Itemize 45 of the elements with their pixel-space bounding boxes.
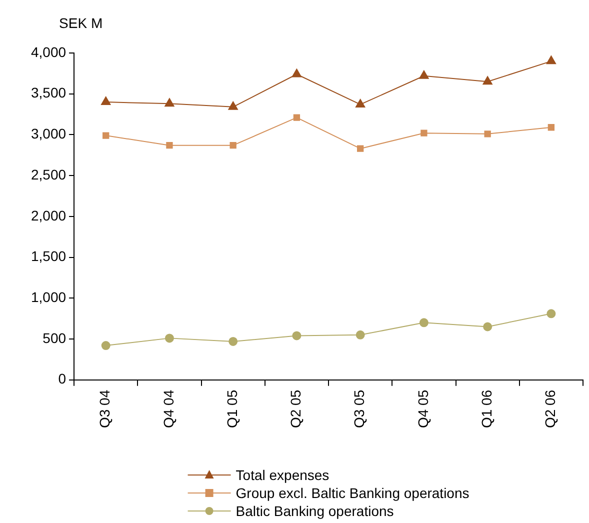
x-tick-label: Q3 05 — [351, 390, 368, 428]
point — [293, 114, 300, 121]
point — [357, 145, 364, 152]
x-tick-label: Q2 06 — [542, 390, 558, 428]
x-tick-label: Q4 04 — [160, 390, 176, 428]
point — [164, 98, 174, 107]
x-tick-label: Q1 05 — [224, 390, 240, 428]
legend-label: Group excl. Baltic Banking operations — [236, 484, 470, 501]
point — [228, 101, 238, 110]
point — [419, 318, 428, 328]
point — [230, 142, 236, 149]
y-tick-label: 4,000 — [30, 44, 66, 60]
point — [228, 336, 238, 346]
point — [292, 68, 302, 78]
point — [101, 96, 111, 106]
x-tick-label: Q3 04 — [96, 390, 113, 428]
y-tick-label: 2,000 — [30, 207, 66, 224]
y-tick-label: 0 — [58, 370, 66, 387]
y-tick-label: 1,500 — [30, 248, 66, 264]
x-tick-label: Q4 05 — [414, 390, 431, 428]
y-tick-label: 1,000 — [30, 289, 66, 306]
y-tick-label: 3,500 — [30, 84, 66, 101]
point — [546, 309, 556, 318]
point — [484, 130, 491, 138]
legend-label: Baltic Banking operations — [236, 502, 394, 519]
point — [546, 56, 556, 64]
y-tick-label: 500 — [42, 330, 66, 346]
point — [166, 142, 173, 149]
x-tick-label: Q2 05 — [288, 390, 304, 428]
point — [101, 341, 110, 350]
point — [548, 124, 555, 131]
point — [356, 98, 366, 108]
point — [164, 334, 174, 343]
x-tick-label: Q1 06 — [478, 390, 494, 428]
point — [102, 132, 110, 139]
point — [292, 331, 302, 340]
point — [420, 130, 428, 136]
point — [483, 322, 492, 332]
point — [356, 330, 365, 340]
y-tick-label: 2,500 — [30, 166, 66, 182]
y-tick-label: 3,000 — [30, 126, 66, 142]
legend-label: Total expenses — [236, 466, 330, 483]
point — [482, 76, 492, 85]
point — [419, 70, 429, 79]
y-axis-title: SEK M — [59, 15, 103, 31]
